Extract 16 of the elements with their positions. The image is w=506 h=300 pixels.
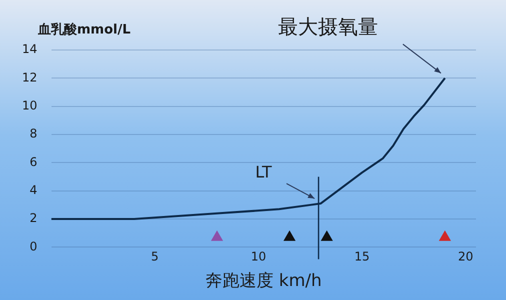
y-tick-label: 6 — [30, 154, 38, 169]
y-tick-label: 12 — [22, 70, 38, 84]
y-tick-label: 2 — [30, 211, 38, 226]
y-tick-label: 10 — [22, 98, 38, 112]
annotation: 最大摄氧量 — [278, 14, 378, 38]
x-tick-label: 10 — [250, 250, 266, 264]
y-axis-title: 血乳酸mmol/L — [37, 21, 131, 38]
y-tick-label: 14 — [22, 42, 38, 56]
annotation: LT — [255, 162, 272, 182]
y-tick-label: 8 — [30, 126, 38, 141]
x-tick-label: 5 — [151, 250, 159, 264]
x-axis-title: 奔跑速度 km/h — [205, 271, 322, 292]
y-tick-label: 4 — [30, 182, 38, 197]
x-tick-label: 15 — [354, 250, 370, 264]
y-tick-label: 0 — [30, 239, 38, 254]
x-tick-label: 20 — [458, 250, 474, 264]
